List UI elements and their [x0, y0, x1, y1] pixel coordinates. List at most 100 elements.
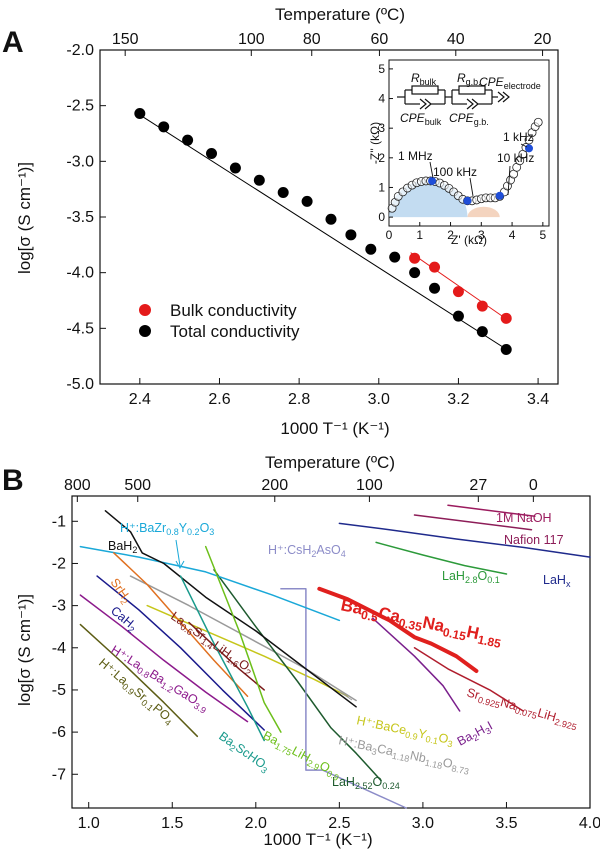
- label-nafion: Nafion 117: [504, 533, 564, 547]
- chart-a-y-tick-label: -4.5: [66, 320, 94, 337]
- chart-b-top-tick-label: 0: [529, 477, 538, 494]
- chart-a-point: [301, 195, 313, 207]
- series-line-nafion: [413, 514, 533, 531]
- series-line-cshaso: [280, 588, 407, 809]
- series-line-bah2: [104, 510, 357, 708]
- inset-annotation-100khz: 100 kHz: [433, 165, 477, 179]
- chart-a-y-axis-label: log[σ (S cm⁻¹)]: [15, 162, 34, 274]
- chart-a-top-tick-label: 40: [447, 31, 465, 48]
- chart-b-x-axis-label: 1000 T⁻¹ (K⁻¹): [263, 830, 372, 849]
- chart-a-x-tick-label: 2.4: [129, 391, 151, 408]
- label-cshaso: H⁺:CsH2AsO4: [268, 543, 346, 559]
- chart-a-point: [277, 187, 289, 199]
- inset-x-tick-label: 2: [447, 228, 454, 242]
- chart-a-point: [409, 267, 421, 279]
- series-line-bacey: [146, 604, 349, 698]
- chart-b-x-ticks: 1.0 1.5 2.0 2.5 3.0 3.5 4.0: [78, 802, 600, 832]
- label-bacey: H⁺:BaCe0.9Y0.1O3: [355, 713, 455, 749]
- inset-x-tick-label: 3: [478, 228, 485, 242]
- chart-a-point: [229, 162, 241, 174]
- series-line-lasrlih: [188, 621, 265, 691]
- arrow-bazry: [175, 539, 181, 567]
- legend-label-total: Total conductivity: [170, 322, 300, 341]
- label-bazry: H⁺:BaZr0.8Y0.2O3: [120, 521, 214, 537]
- chart-a-top-tick-label: 100: [238, 31, 265, 48]
- inset-x-axis-label: Z' (kΩ): [451, 233, 487, 247]
- inset-x-tick-label: 1: [416, 228, 423, 242]
- chart-b-top-tick-label: 200: [261, 477, 288, 494]
- inset-marked-point: [463, 196, 472, 205]
- inset-y-tick-label: 0: [378, 210, 385, 224]
- chart-a-point: [345, 229, 357, 241]
- chart-b-top-tick-label: 27: [469, 477, 487, 494]
- chart-a-point: [182, 134, 194, 146]
- chart-b-y-tick-label: -1: [52, 513, 66, 530]
- inset-marked-point: [495, 191, 504, 200]
- inset-open-point: [524, 135, 534, 145]
- series-line-ba2h3i: [372, 617, 461, 712]
- inset-annotation-1khz: 1 kHz: [503, 130, 534, 144]
- inset-y-axis-label: -Z'' (kΩ): [368, 122, 382, 164]
- chart-a-inset: 0 1 2 3 4 5 0 1 2 3 4 5 Rbulk Rg.b. CPEelectrode: [368, 59, 550, 247]
- label-ba2h3i: Ba2H3I: [455, 719, 496, 751]
- chart-a-point: [500, 312, 512, 324]
- chart-a-point: [365, 243, 377, 255]
- chart-a-point: [253, 174, 265, 186]
- chart-a-y-tick-label: -4.0: [66, 265, 94, 282]
- chart-b-y-tick-label: -5: [52, 682, 66, 699]
- inset-x-tick-label: 4: [509, 228, 516, 242]
- chart-a-top-tick-label: 60: [371, 31, 389, 48]
- chart-a-point: [134, 107, 146, 119]
- chart-b-top-tick-label: 500: [124, 477, 151, 494]
- label-naoh: 1M NaOH: [496, 511, 552, 525]
- chart-b-y-axis-label: log[σ (S cm⁻¹)]: [15, 594, 34, 706]
- legend-marker-total: [139, 325, 151, 337]
- chart-a-top-tick-label: 80: [303, 31, 321, 48]
- label-lahx: LaHx: [543, 573, 571, 589]
- circuit-label-cpe-bulk: CPEbulk: [400, 111, 442, 127]
- legend-label-bulk: Bulk conductivity: [170, 301, 297, 320]
- circuit-label-cpe-electrode: CPEelectrode: [479, 75, 541, 91]
- circuit-label-r-bulk: Rbulk: [411, 71, 437, 87]
- arrow-bacanb: [339, 691, 353, 701]
- chart-a-point: [452, 310, 464, 322]
- legend-marker-bulk: [139, 304, 151, 316]
- chart-a-point: [158, 121, 170, 133]
- chart-b-x-tick-label: 2.5: [328, 815, 350, 832]
- inset-annotation-lines: [429, 143, 528, 197]
- label-lah252: LaH2.52O0.24: [332, 775, 400, 791]
- equivalent-circuit: [397, 85, 510, 110]
- series-line-labaga: [79, 594, 249, 723]
- inset-marked-point: [428, 176, 437, 185]
- chart-a-y-tick-label: -5.0: [66, 376, 94, 393]
- chart-b-frame: [71, 495, 591, 809]
- series-line-bacana: [317, 586, 479, 673]
- series-line-ba2sc: [179, 575, 265, 742]
- chart-a-y-tick-label: -3.0: [66, 153, 94, 170]
- circuit-label-cpe-gb: CPEg.b.: [449, 111, 489, 127]
- chart-a-x-tick-label: 3.4: [527, 391, 549, 408]
- label-bah2: BaH2: [108, 539, 137, 555]
- chart-a-point: [429, 261, 441, 273]
- chart-b-y-tick-label: -3: [52, 598, 66, 615]
- chart-b-x-tick-label: 2.0: [245, 815, 267, 832]
- chart-a-x-ticks: 2.4 2.6 2.8 3.0 3.2 3.4: [129, 378, 549, 408]
- chart-b-y-ticks: -1 -2 -3 -4 -5 -6 -7: [52, 513, 78, 783]
- series-line-lah252: [213, 569, 382, 782]
- inset-points: [387, 117, 543, 213]
- chart-b-x-tick-label: 3.0: [412, 815, 434, 832]
- chart-a-top-axis-label: Temperature (ºC): [275, 5, 405, 24]
- series-line-lasrpo: [79, 623, 199, 738]
- inset-annotation-10khz: 10 kHz: [497, 151, 534, 165]
- chart-b-x-tick-label: 1.0: [78, 815, 100, 832]
- chart-a-x-axis-label: 1000 T⁻¹ (K⁻¹): [280, 419, 389, 438]
- series-line-lah28: [375, 541, 508, 575]
- chart-a-point: [476, 300, 488, 312]
- chart-a-point: [476, 326, 488, 338]
- chart-a-y-ticks: -2.0 -2.5 -3.0 -3.5 -4.0 -4.5 -5.0: [66, 42, 106, 393]
- chart-a-fit-line: [135, 111, 511, 353]
- chart-b-labels: 1M NaOH Nafion 117 LaHx LaH2.8O0.1 Ba0.5…: [96, 511, 578, 791]
- inset-y-tick-label: 5: [378, 62, 385, 76]
- label-lah28: LaH2.8O0.1: [442, 569, 500, 585]
- circuit-label-r-gb: Rg.b.: [457, 71, 481, 87]
